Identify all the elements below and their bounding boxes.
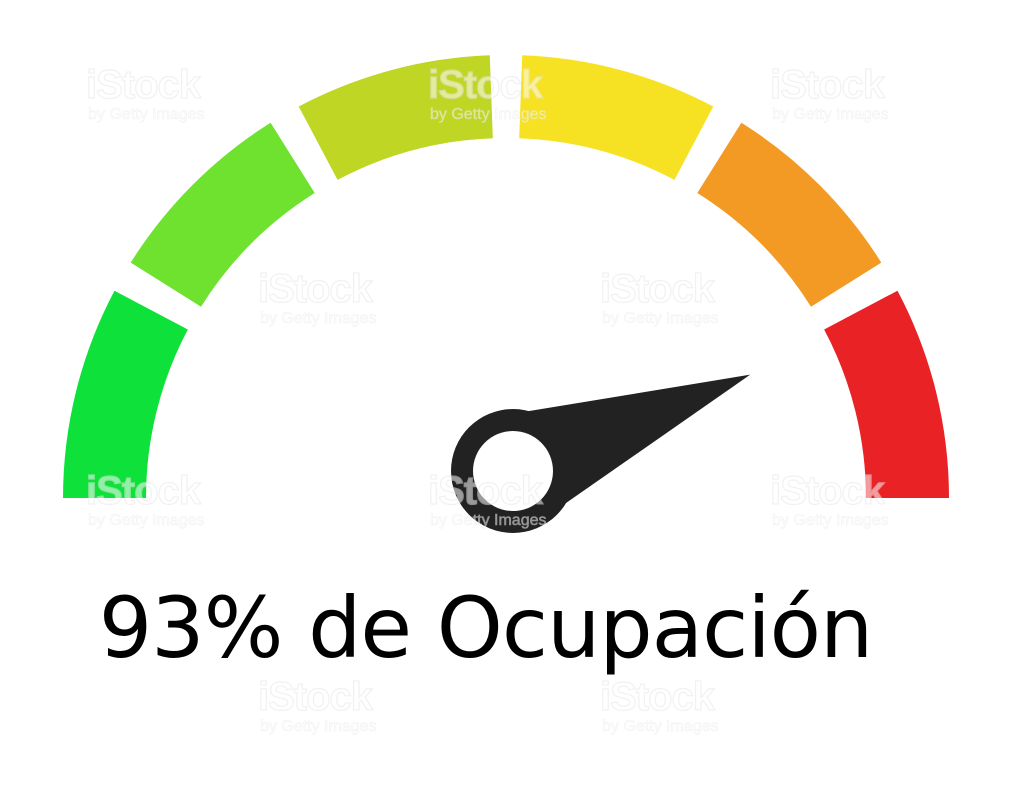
- gauge-segment: [697, 122, 882, 307]
- needle-hub-hole: [473, 431, 553, 511]
- gauge-needle: [451, 374, 751, 533]
- gauge-segments: [63, 55, 949, 498]
- gauge-segment: [63, 290, 188, 498]
- occupancy-caption: 93% de Ocupación: [0, 578, 1011, 678]
- gauge-segment: [519, 55, 714, 180]
- gauge-segment: [824, 290, 949, 498]
- gauge-segment: [298, 55, 493, 180]
- occupancy-caption-text: 93% de Ocupación: [98, 579, 874, 677]
- gauge-segment: [130, 122, 315, 307]
